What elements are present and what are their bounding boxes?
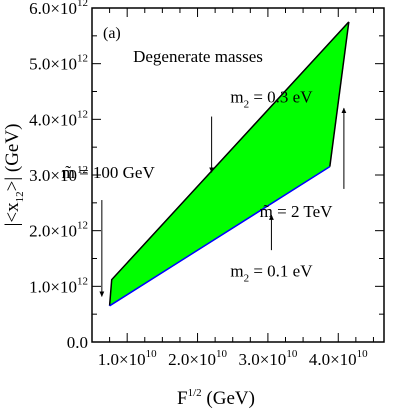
x-tick-label: 4.0×1010 — [309, 348, 368, 369]
y-tick-label: 3.0×1012 — [29, 164, 88, 185]
allowed-region — [108, 21, 350, 307]
annotation-mtilde-100: m̃ = 100 GeV — [62, 163, 156, 182]
x-tick-label: 2.0×1010 — [168, 348, 227, 369]
y-axis-label: |<x12>| (GeV) — [2, 124, 26, 227]
axis-ticks — [91, 7, 384, 343]
y-tick-label: 5.0×1012 — [29, 53, 88, 74]
annotation-m2-03: m2 = 0.3 eV — [230, 88, 313, 111]
y-tick-label: 4.0×1012 — [29, 108, 88, 129]
lower-boundary-line — [109, 166, 331, 307]
x-tick-label: 3.0×1010 — [238, 348, 297, 369]
upper-boundary-line — [108, 21, 350, 306]
right-boundary-line — [329, 21, 350, 167]
y-tick-label: 2.0×1012 — [29, 220, 88, 241]
x-tick-label: 1.0×1010 — [98, 348, 157, 369]
x-axis-label: F1/2 (GeV) — [177, 387, 255, 409]
y-tick-label: 0.0 — [67, 333, 88, 352]
annotation-mtilde-2: m̃ = 2 TeV — [260, 202, 333, 221]
annotation-m2-01: m2 = 0.1 eV — [230, 261, 313, 284]
panel-label: (a) — [103, 25, 121, 42]
allowed-region-fill — [109, 21, 349, 306]
chart-subtitle: Degenerate masses — [133, 47, 263, 66]
y-tick-label: 1.0×1012 — [29, 275, 88, 296]
y-tick-label: 6.0×1012 — [29, 0, 88, 18]
annotations: m2 = 0.3 eV m2 = 0.1 eV m̃ = 100 GeV m̃ = 2… — [62, 88, 347, 297]
axis-labels: 1.0×1010 2.0×1010 3.0×1010 4.0×1010 0.0 1.0×1… — [2, 0, 368, 409]
